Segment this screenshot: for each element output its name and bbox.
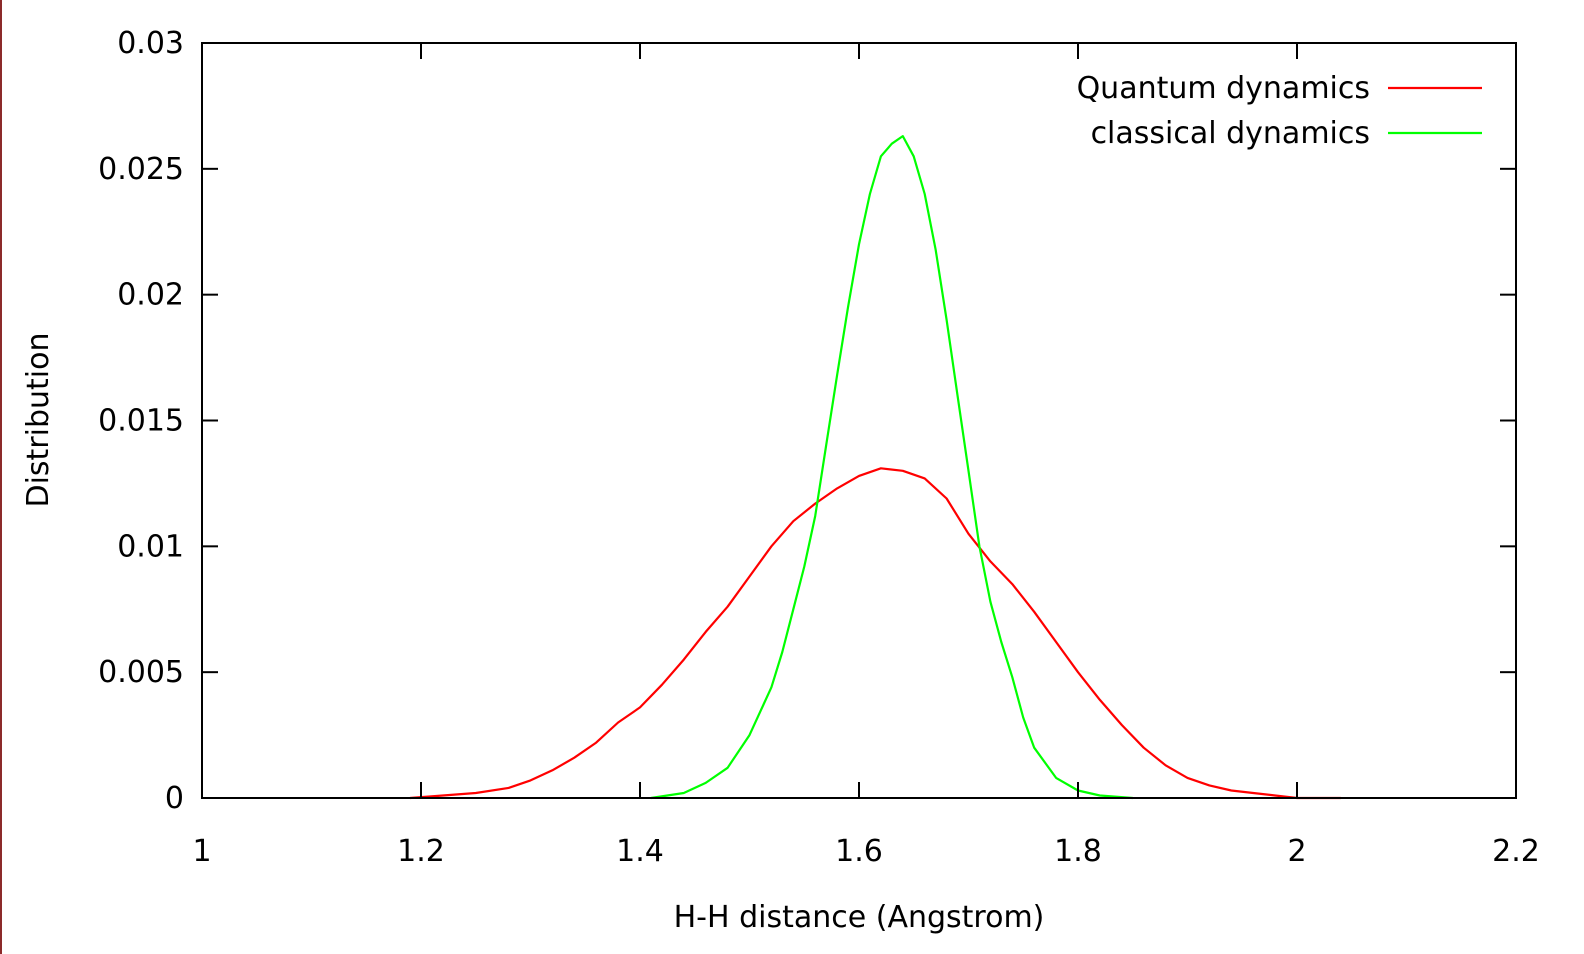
y-axis-label: Distribution <box>21 332 56 507</box>
left-edge-border <box>0 0 2 954</box>
y-tick-label: 0.01 <box>117 529 184 564</box>
x-tick-label: 1.8 <box>1054 834 1102 869</box>
y-tick-label: 0 <box>165 781 184 816</box>
legend: Quantum dynamics classical dynamics <box>1077 71 1482 151</box>
x-tick-label: 1 <box>192 834 211 869</box>
series-layer <box>409 135 1341 800</box>
y-tick-label: 0.025 <box>98 152 184 187</box>
legend-label: classical dynamics <box>1091 116 1370 151</box>
x-tick-label: 2 <box>1287 834 1306 869</box>
y-tick-label: 0.015 <box>98 404 184 439</box>
y-tick-label: 0.005 <box>98 655 184 690</box>
series-line-quantum <box>409 467 1341 800</box>
x-tick-label: 2.2 <box>1492 834 1540 869</box>
legend-label: Quantum dynamics <box>1077 71 1370 106</box>
x-tick-label: 1.2 <box>397 834 445 869</box>
plot-frame <box>201 42 1517 799</box>
x-tick-label: 1.4 <box>616 834 664 869</box>
x-tick-label: 1.6 <box>835 834 883 869</box>
tick-layer: 1 1.2 1.4 1.6 1.8 2 2.2 0 0.005 0.01 0.015 0.02 0.02… <box>98 26 1540 869</box>
y-tick-label: 0.02 <box>117 278 184 313</box>
series-line-classical <box>650 135 1133 800</box>
y-tick-label: 0.03 <box>117 26 184 61</box>
x-axis-label: H-H distance (Angstrom) <box>674 900 1045 935</box>
